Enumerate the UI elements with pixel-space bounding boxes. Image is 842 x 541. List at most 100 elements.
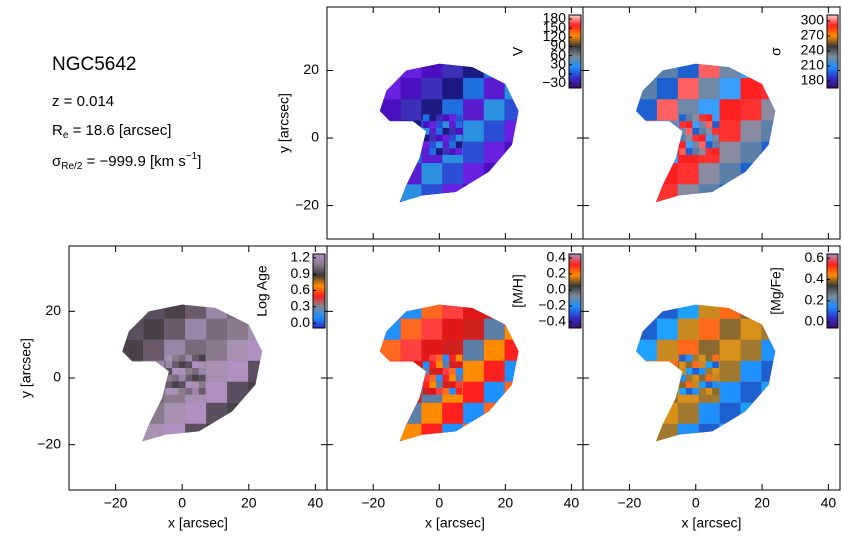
- map-bin: [379, 63, 401, 78]
- map-bin: [206, 318, 228, 340]
- map-bin: [422, 148, 430, 155]
- map-bin: [455, 374, 463, 382]
- map-bin: [761, 141, 776, 164]
- panel: −20 0 20 40 −20 0 20 x [arcsec] y [arcsec] 0.00.3…: [18, 245, 328, 531]
- map-bin: [122, 339, 144, 361]
- colorbar-tick-label: 180: [801, 72, 825, 88]
- map-bin: [740, 99, 762, 121]
- map-bin: [483, 77, 505, 100]
- map-bin: [455, 148, 463, 155]
- map-bin: [429, 388, 437, 395]
- map-bin: [185, 368, 193, 375]
- map-bin: [656, 304, 678, 319]
- map-bin: [705, 148, 713, 155]
- map-bin: [421, 184, 443, 203]
- map-bin: [719, 163, 741, 185]
- map-bin: [705, 374, 713, 382]
- map-bin: [483, 381, 505, 403]
- map-bin: [379, 423, 401, 442]
- colorbar-tick-label: 120: [543, 28, 567, 44]
- map-bin: [185, 304, 207, 319]
- map-bin: [442, 148, 450, 155]
- map-bin: [449, 374, 456, 382]
- map-bin: [685, 134, 693, 142]
- map-bin: [463, 163, 484, 185]
- map-bin: [692, 381, 700, 388]
- map-bin: [429, 374, 437, 382]
- map-bin: [442, 121, 450, 128]
- map-bin: [740, 402, 762, 424]
- map-bin: [740, 304, 762, 319]
- map-bin: [761, 423, 776, 442]
- map-bin: [699, 141, 706, 149]
- map-bin: [692, 134, 700, 142]
- map-bin: [400, 63, 422, 78]
- map-bin: [636, 120, 657, 142]
- map-bin: [442, 388, 450, 395]
- map-bin: [705, 134, 713, 142]
- map-bin: [143, 423, 165, 442]
- map-bin: [656, 381, 678, 403]
- colorbar: [568, 253, 582, 329]
- map-bin: [436, 388, 443, 395]
- map-bin: [248, 402, 263, 424]
- map-bin: [636, 339, 657, 361]
- colorbar-tick-label: 0.9: [291, 265, 311, 281]
- colorbar: [312, 253, 326, 329]
- map-bin: [712, 134, 719, 142]
- map-bin: [463, 99, 484, 121]
- map-bin: [400, 120, 422, 142]
- map-bin: [719, 141, 741, 164]
- map-bin: [449, 388, 456, 395]
- map-bin: [463, 141, 484, 164]
- map-bin: [719, 77, 741, 100]
- map-bin: [692, 361, 700, 368]
- y-tick-label: 0: [311, 129, 319, 145]
- map-bin: [379, 120, 401, 142]
- map-bin: [206, 304, 228, 319]
- x-tick-label: 0: [435, 495, 443, 511]
- map-bin: [227, 402, 249, 424]
- map-bin: [685, 374, 693, 382]
- colorbar-tick-label: 90: [550, 37, 566, 53]
- map-bin: [227, 360, 249, 382]
- colorbar-tick-label: 0.4: [805, 270, 825, 286]
- x-axis-label: x [arcsec]: [425, 515, 485, 531]
- map-bin: [685, 368, 693, 375]
- map-bin: [192, 368, 199, 375]
- colorbar-tick-label: 0.2: [805, 291, 825, 307]
- map-bin: [379, 339, 401, 361]
- map-bin: [463, 423, 484, 442]
- colorbar-tick-label: 270: [801, 27, 825, 43]
- map-bin: [463, 360, 484, 382]
- map-bin: [699, 361, 706, 368]
- text: = −999.9 [km s: [82, 153, 185, 170]
- map-bin: [455, 134, 463, 142]
- colorbar-tick-label: 0.2: [547, 265, 567, 281]
- map-bin: [679, 114, 686, 122]
- x-tick-label: 40: [308, 495, 324, 511]
- colorbar-tick-label: 0.4: [547, 249, 567, 265]
- map-bin: [692, 114, 700, 122]
- map-bin: [719, 99, 741, 121]
- map-bin: [719, 318, 741, 340]
- colorbar-tick-label: −0.4: [538, 313, 566, 329]
- map-bin: [185, 423, 207, 442]
- colorbar-label: Log Age: [254, 265, 270, 317]
- map-bin: [712, 148, 719, 155]
- map-bin: [442, 77, 464, 100]
- map-bin: [692, 388, 700, 395]
- map-bin: [442, 368, 450, 375]
- map-bin: [436, 354, 443, 362]
- x-tick-label: 20: [498, 495, 514, 511]
- map-bin: [449, 354, 456, 362]
- map-bin: [442, 127, 450, 135]
- map-bin: [705, 114, 713, 122]
- superscript: −1: [186, 151, 198, 162]
- map-bin: [185, 381, 193, 388]
- map-bin: [761, 381, 776, 403]
- colorbar: [826, 253, 839, 329]
- map-bin: [164, 423, 186, 442]
- map-bin: [400, 360, 422, 382]
